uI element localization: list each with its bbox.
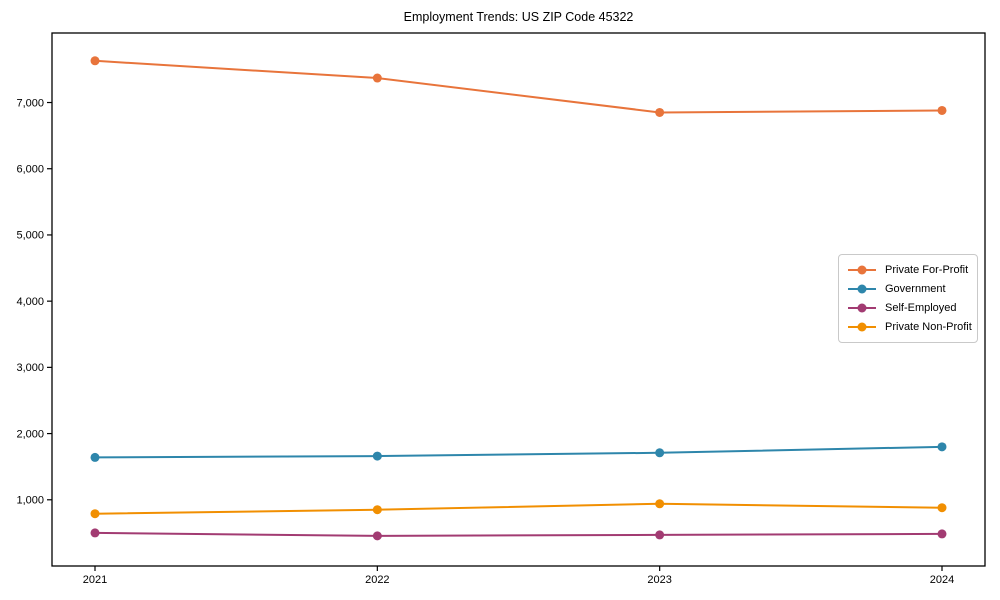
- legend-label: Government: [885, 283, 946, 295]
- line-series-2: [94, 531, 943, 537]
- legend-swatch-icon: [848, 284, 876, 294]
- y-tick-label: 1,000: [16, 495, 44, 507]
- point-series-3-2021: [90, 509, 100, 519]
- x-tick-label: 2024: [930, 574, 954, 586]
- line-series-3: [94, 502, 943, 515]
- x-tick-label: 2021: [83, 574, 107, 586]
- point-series-1-2023: [655, 448, 665, 458]
- plot-frame: [51, 32, 986, 567]
- point-series-0-2021: [90, 56, 100, 66]
- x-tick-label: 2022: [365, 574, 389, 586]
- point-series-3-2022: [372, 505, 382, 515]
- y-tick-label: 5,000: [16, 230, 44, 242]
- point-series-3-2024: [937, 503, 947, 513]
- y-tick-label: 6,000: [16, 164, 44, 176]
- y-tick-label: 7,000: [16, 97, 44, 109]
- y-tick-label: 2,000: [16, 428, 44, 440]
- y-tick-label: 3,000: [16, 362, 44, 374]
- point-series-2-2024: [937, 529, 947, 539]
- legend-swatch-icon: [848, 303, 876, 313]
- legend-swatch-icon: [848, 322, 876, 332]
- legend-entry-self-employed: Self-Employed: [847, 299, 969, 317]
- line-series-1: [94, 445, 943, 459]
- legend-entry-government: Government: [847, 280, 969, 298]
- point-series-0-2023: [655, 107, 665, 117]
- legend-entry-private-non-profit: Private Non-Profit: [847, 318, 972, 336]
- point-series-1-2024: [937, 442, 947, 452]
- point-series-0-2024: [937, 105, 947, 115]
- legend-entry-private-for-profit: Private For-Profit: [847, 261, 969, 279]
- line-series-0: [94, 59, 943, 114]
- point-series-1-2022: [372, 451, 382, 461]
- point-series-2-2022: [372, 531, 382, 541]
- chart-title: Employment Trends: US ZIP Code 45322: [403, 10, 634, 24]
- point-series-3-2023: [655, 499, 665, 509]
- legend-label: Private For-Profit: [885, 264, 969, 276]
- point-series-1-2021: [90, 452, 100, 462]
- x-tick-label: 2023: [647, 574, 671, 586]
- y-tick-label: 4,000: [16, 296, 44, 308]
- legend: Private For-Profit Government Self-Emplo…: [838, 254, 978, 343]
- point-series-2-2023: [655, 530, 665, 540]
- legend-label: Private Non-Profit: [885, 321, 972, 333]
- point-series-2-2021: [90, 528, 100, 538]
- legend-swatch-icon: [848, 265, 876, 275]
- point-series-0-2022: [372, 73, 382, 83]
- legend-label: Self-Employed: [885, 302, 957, 314]
